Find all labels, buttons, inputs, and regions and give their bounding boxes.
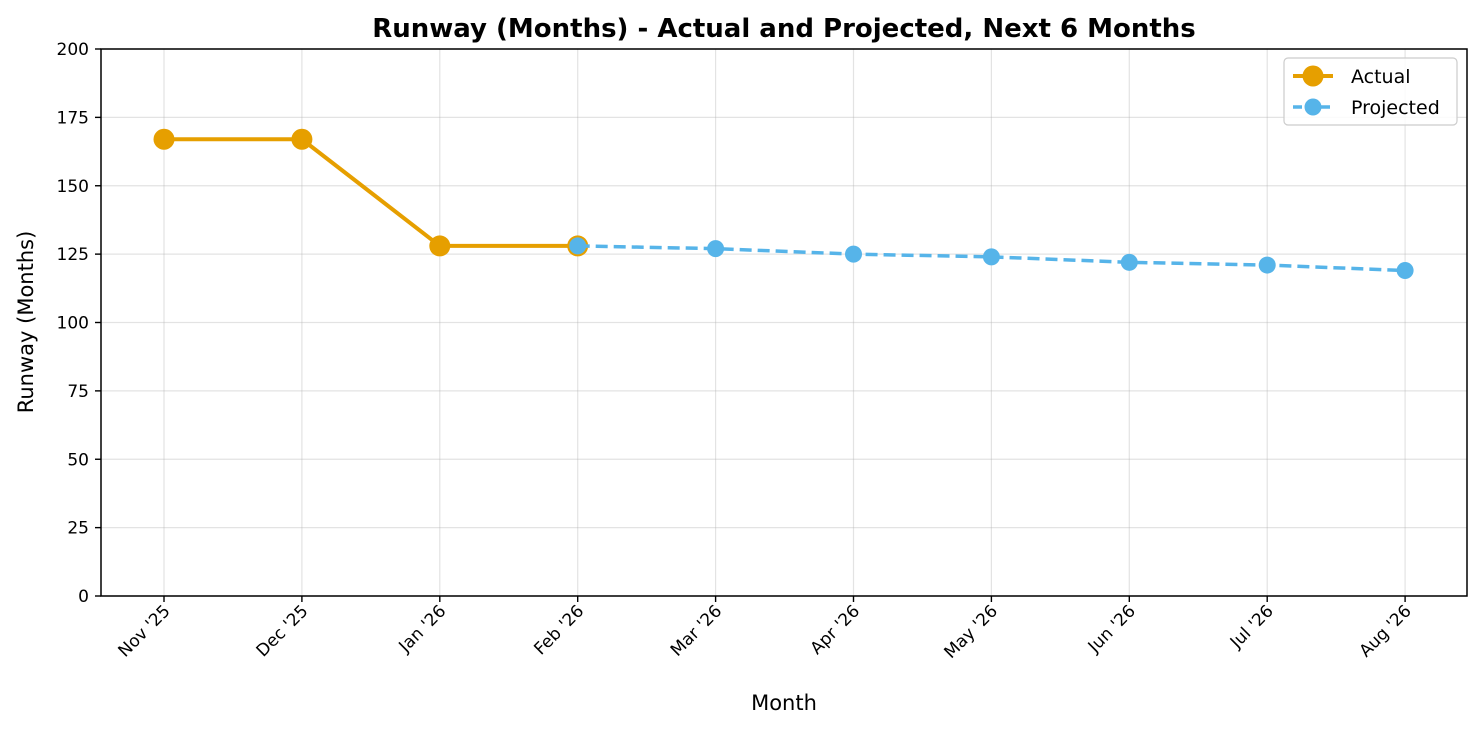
y-tick-label: 100 [57, 314, 89, 334]
legend-marker-projected [1304, 98, 1322, 116]
legend-marker-actual [1302, 65, 1324, 87]
y-tick-label: 125 [57, 245, 89, 265]
actual-point [153, 128, 175, 150]
actual-point [291, 128, 313, 150]
x-tick-label: Mar '26 [667, 601, 726, 660]
projected-point [707, 240, 725, 258]
x-tick-label: Feb '26 [530, 601, 588, 659]
actual-point [429, 235, 451, 257]
x-tick-label: Apr '26 [807, 601, 864, 658]
projected-point [1258, 256, 1276, 274]
x-axis-label: Month [751, 691, 817, 715]
series-layer [153, 128, 1414, 280]
y-tick-label: 0 [78, 587, 89, 607]
projected-point [845, 245, 862, 263]
x-tick-label: Dec '25 [253, 601, 313, 661]
y-axis-label: Runway (Months) [14, 231, 38, 414]
y-tick-label: 25 [67, 519, 89, 539]
y-tick-label: 150 [57, 177, 89, 197]
legend-label-projected: Projected [1351, 97, 1440, 119]
x-tick-label: Jul '26 [1226, 601, 1278, 653]
x-tick-label: Jan '26 [395, 601, 451, 657]
series-projected [569, 237, 1414, 280]
y-tick-label: 200 [57, 40, 89, 60]
x-tick-label: May '26 [941, 601, 1002, 662]
legend-label-actual: Actual [1351, 66, 1411, 88]
chart-title: Runway (Months) - Actual and Projected, … [372, 14, 1196, 44]
series-actual [153, 128, 589, 257]
x-tick-label: Jun '26 [1084, 601, 1140, 657]
x-tick-label: Aug '26 [1356, 601, 1416, 661]
projected-point [1120, 253, 1138, 271]
actual-line [164, 137, 578, 248]
legend: Actual Projected [1283, 57, 1458, 126]
projected-point [569, 237, 587, 255]
y-tick-label: 75 [67, 382, 89, 402]
y-tick-label: 175 [57, 108, 89, 128]
axes: 0 25 50 75 100 125 150 175 200 Nov '25 Dec '25 Jan … [57, 40, 1468, 663]
y-tick-label: 50 [67, 450, 89, 470]
projected-point [1396, 262, 1414, 280]
projected-point [982, 248, 1000, 266]
x-tick-label: Nov '25 [115, 601, 175, 661]
